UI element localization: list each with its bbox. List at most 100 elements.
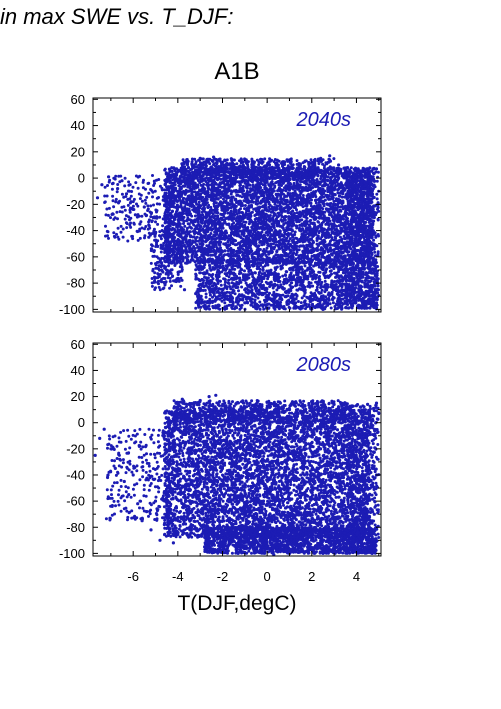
- data-point: [297, 245, 301, 248]
- data-point: [332, 248, 336, 252]
- data-point: [301, 196, 305, 200]
- data-point: [247, 245, 251, 249]
- data-point: [178, 181, 182, 185]
- data-point: [282, 223, 286, 226]
- data-point: [167, 167, 171, 171]
- data-point: [251, 223, 255, 227]
- data-point: [293, 230, 297, 234]
- data-point: [237, 254, 241, 258]
- data-point: [337, 191, 341, 195]
- data-point: [220, 185, 224, 189]
- data-point: [369, 214, 373, 218]
- data-point: [289, 186, 293, 190]
- data-point: [285, 254, 289, 258]
- data-point: [254, 239, 258, 243]
- data-point: [174, 178, 178, 182]
- data-point: [308, 209, 312, 213]
- data-point: [215, 246, 219, 250]
- data-point: [193, 184, 197, 188]
- data-point: [332, 202, 336, 206]
- data-point: [292, 222, 295, 226]
- data-point: [301, 244, 305, 248]
- data-point: [238, 245, 242, 249]
- data-point: [256, 226, 260, 230]
- data-point: [302, 215, 306, 218]
- data-point: [245, 185, 249, 189]
- data-point: [209, 208, 212, 212]
- data-point: [336, 242, 340, 246]
- data-point: [318, 242, 322, 246]
- data-point: [302, 199, 306, 203]
- data-point: [255, 235, 259, 239]
- data-point: [318, 191, 322, 195]
- data-point: [254, 188, 258, 192]
- data-point: [252, 207, 256, 211]
- data-point: [321, 240, 325, 244]
- data-point: [265, 225, 269, 229]
- data-point: [210, 183, 214, 186]
- data-point: [178, 211, 181, 215]
- data-point: [341, 185, 345, 189]
- data-point: [303, 250, 307, 254]
- data-point: [255, 232, 259, 236]
- data-point: [337, 194, 341, 198]
- data-point: [178, 225, 182, 229]
- data-point: [300, 189, 304, 193]
- data-point: [219, 252, 223, 256]
- data-point: [291, 219, 295, 223]
- data-point: [341, 199, 345, 203]
- data-point: [219, 212, 223, 216]
- data-point: [219, 235, 223, 239]
- data-point: [170, 228, 174, 232]
- data-point: [264, 236, 268, 240]
- data-point: [235, 201, 238, 204]
- data-point: [239, 258, 243, 262]
- data-point: [235, 212, 239, 216]
- data-point: [188, 234, 192, 238]
- data-point: [171, 209, 174, 213]
- data-point: [294, 257, 298, 261]
- data-point: [178, 192, 182, 196]
- data-point: [284, 184, 288, 188]
- data-point: [248, 238, 252, 242]
- data-point: [200, 243, 204, 247]
- data-point: [332, 188, 336, 192]
- data-point: [191, 194, 195, 198]
- data-point: [311, 207, 315, 211]
- data-point: [212, 248, 216, 252]
- data-point: [208, 241, 212, 245]
- data-point: [297, 248, 301, 252]
- data-point: [185, 259, 189, 263]
- data-point: [336, 169, 340, 173]
- data-point: [314, 247, 318, 251]
- data-point: [243, 196, 247, 200]
- data-point: [337, 239, 341, 242]
- data-point: [195, 235, 199, 239]
- data-point: [209, 205, 213, 209]
- data-point: [246, 207, 250, 211]
- data-point: [185, 179, 188, 183]
- data-point: [322, 166, 326, 170]
- data-point: [322, 204, 326, 208]
- data-point: [319, 251, 323, 255]
- data-point: [253, 214, 257, 217]
- data-point: [333, 193, 337, 197]
- data-point: [282, 219, 285, 223]
- data-point: [314, 201, 318, 205]
- data-point: [218, 243, 222, 247]
- data-point: [312, 212, 315, 215]
- data-point: [215, 207, 219, 211]
- data-point: [211, 192, 215, 196]
- data-point: [249, 250, 253, 254]
- data-point: [275, 250, 279, 253]
- data-point: [284, 237, 288, 241]
- data-point: [340, 237, 344, 241]
- data-point: [263, 208, 267, 212]
- data-point: [294, 204, 298, 208]
- data-point: [201, 195, 205, 199]
- data-point: [219, 195, 223, 199]
- data-point: [172, 166, 176, 170]
- data-point: [174, 212, 178, 215]
- data-point: [261, 204, 265, 208]
- data-point: [327, 210, 331, 214]
